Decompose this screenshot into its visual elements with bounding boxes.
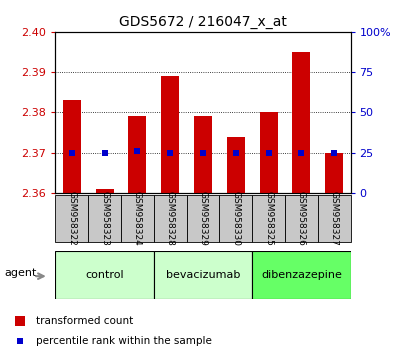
Text: GSM958325: GSM958325 — [263, 191, 272, 246]
Bar — [55, 195, 88, 242]
Bar — [88, 195, 121, 242]
Text: GSM958327: GSM958327 — [329, 191, 338, 246]
Bar — [226, 137, 244, 193]
Text: GSM958324: GSM958324 — [133, 191, 142, 246]
Bar — [317, 195, 350, 242]
Bar — [193, 116, 211, 193]
Bar — [63, 100, 81, 193]
Bar — [186, 195, 219, 242]
Text: GSM958322: GSM958322 — [67, 191, 76, 246]
Text: control: control — [85, 270, 124, 280]
Text: bevacizumab: bevacizumab — [165, 270, 240, 280]
Text: dibenzazepine: dibenzazepine — [260, 270, 341, 280]
Bar — [292, 52, 310, 193]
Bar — [153, 195, 186, 242]
Bar — [95, 189, 113, 193]
Bar — [219, 195, 252, 242]
Title: GDS5672 / 216047_x_at: GDS5672 / 216047_x_at — [119, 16, 286, 29]
Bar — [128, 116, 146, 193]
Bar — [324, 153, 342, 193]
Bar — [252, 251, 350, 299]
Text: percentile rank within the sample: percentile rank within the sample — [36, 336, 211, 346]
Text: GSM958329: GSM958329 — [198, 191, 207, 246]
Bar — [259, 113, 277, 193]
Text: GSM958323: GSM958323 — [100, 191, 109, 246]
Bar — [121, 195, 153, 242]
Text: GSM958326: GSM958326 — [296, 191, 305, 246]
Text: agent: agent — [4, 268, 37, 278]
Text: GSM958328: GSM958328 — [165, 191, 174, 246]
Bar — [284, 195, 317, 242]
Bar — [252, 195, 284, 242]
Bar — [161, 76, 179, 193]
Bar — [153, 251, 252, 299]
Bar — [55, 251, 153, 299]
Text: GSM958330: GSM958330 — [231, 191, 240, 246]
Text: transformed count: transformed count — [36, 316, 133, 326]
